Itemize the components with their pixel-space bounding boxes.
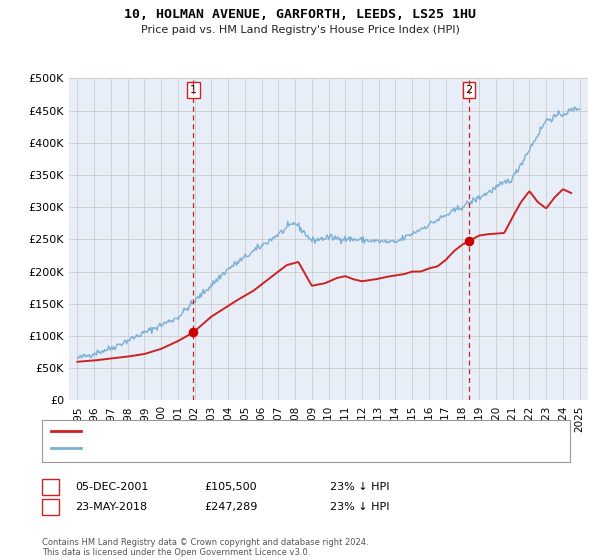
- Point: [464, 237, 474, 246]
- Text: 23% ↓ HPI: 23% ↓ HPI: [330, 482, 389, 492]
- Text: Price paid vs. HM Land Registry's House Price Index (HPI): Price paid vs. HM Land Registry's House …: [140, 25, 460, 35]
- Text: 10, HOLMAN AVENUE, GARFORTH, LEEDS, LS25 1HU: 10, HOLMAN AVENUE, GARFORTH, LEEDS, LS25…: [124, 8, 476, 21]
- Text: 23% ↓ HPI: 23% ↓ HPI: [330, 502, 389, 512]
- Text: Contains HM Land Registry data © Crown copyright and database right 2024.
This d: Contains HM Land Registry data © Crown c…: [42, 538, 368, 557]
- Point: [188, 328, 198, 337]
- Text: 2: 2: [466, 85, 473, 95]
- Text: 10, HOLMAN AVENUE, GARFORTH, LEEDS, LS25 1HU (detached house): 10, HOLMAN AVENUE, GARFORTH, LEEDS, LS25…: [87, 426, 439, 436]
- Text: 23-MAY-2018: 23-MAY-2018: [75, 502, 147, 512]
- Text: HPI: Average price, detached house, Leeds: HPI: Average price, detached house, Leed…: [87, 443, 301, 453]
- Text: 05-DEC-2001: 05-DEC-2001: [75, 482, 148, 492]
- Text: 1: 1: [47, 482, 54, 492]
- Text: 2: 2: [47, 502, 54, 512]
- Text: £105,500: £105,500: [204, 482, 257, 492]
- Text: 1: 1: [190, 85, 197, 95]
- Text: £247,289: £247,289: [204, 502, 257, 512]
